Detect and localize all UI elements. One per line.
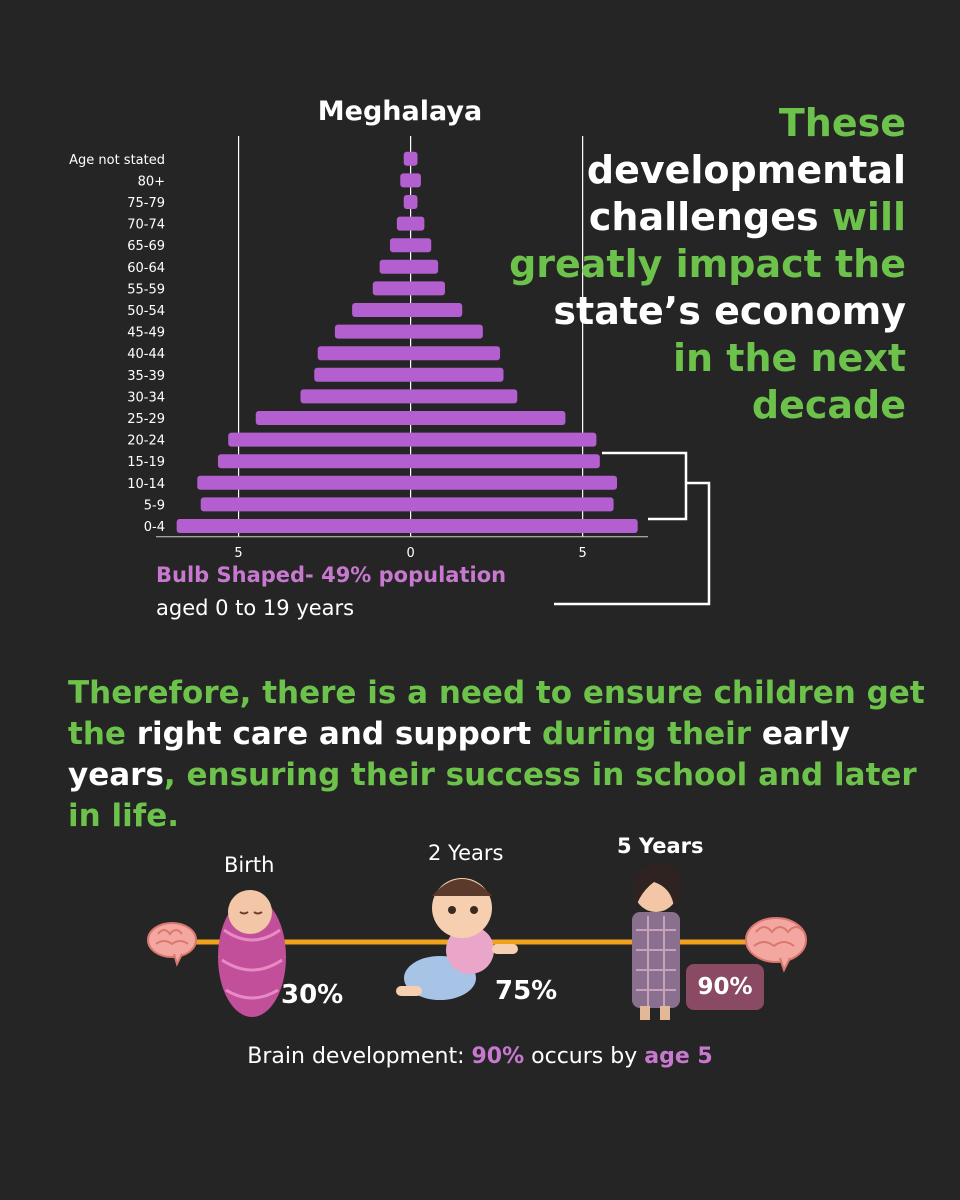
y-tick-label: 20-24 xyxy=(127,434,165,449)
pyramid-bar xyxy=(200,497,614,512)
footer-prefix: Brain development: xyxy=(247,1044,472,1069)
pyramid-bar xyxy=(403,195,418,209)
pyramid-bar xyxy=(396,216,425,231)
headline-part: will greatly impact the xyxy=(509,195,906,286)
stage-label-5-years: 5 Years xyxy=(617,834,704,858)
y-tick-label: 40-44 xyxy=(127,347,165,362)
paragraph-part: , ensuring their success in school and l… xyxy=(68,757,917,834)
footer-highlight-age5: age 5 xyxy=(644,1044,713,1069)
swaddled-baby-icon xyxy=(218,890,286,1017)
bracket-line-bulb xyxy=(554,481,711,606)
pyramid-bar xyxy=(255,411,566,425)
y-tick-label: 0-4 xyxy=(144,520,165,535)
stage-percent-5-years-badge: 90% xyxy=(686,964,764,1010)
footer-middle: occurs by xyxy=(524,1044,645,1069)
paragraph-part: Therefore, there is a need to ensure chi… xyxy=(68,675,925,752)
pyramid-bar xyxy=(379,259,439,274)
pyramid-bar xyxy=(197,475,618,490)
chart-title: Meghalaya xyxy=(317,96,483,127)
headline-part: developmental challenges xyxy=(586,148,906,239)
stage-percent-2-years: 75% xyxy=(495,976,558,1006)
footer-caption: Brain development: 90% occurs by age 5 xyxy=(0,1044,960,1069)
bracket-line-15-19 xyxy=(602,451,688,521)
y-tick-label: 5-9 xyxy=(144,498,165,513)
y-tick-label: 25-29 xyxy=(127,412,165,427)
pyramid-bar xyxy=(403,151,418,166)
annotation-title: Bulb Shaped- 49% population xyxy=(156,563,507,587)
headline-part: These xyxy=(778,101,906,145)
y-tick-label: 35-39 xyxy=(127,369,165,384)
y-tick-label: 70-74 xyxy=(127,218,165,233)
pyramid-bar xyxy=(217,454,600,469)
x-tick-label: 0 xyxy=(406,546,414,561)
paragraph-part: right care and support xyxy=(136,716,542,752)
x-tick-label: 5 xyxy=(234,546,242,561)
stage-label-birth: Birth xyxy=(224,853,275,877)
brain-icon xyxy=(147,922,197,967)
y-tick-label: Age not stated xyxy=(69,153,165,168)
pyramid-bar xyxy=(372,281,446,296)
y-tick-label: 75-79 xyxy=(127,196,165,211)
annotation-subtitle: aged 0 to 19 years xyxy=(156,596,355,620)
headline-part: state’s economy xyxy=(553,289,906,333)
pyramid-bar xyxy=(317,346,501,361)
pyramid-bar xyxy=(228,432,597,447)
crawling-toddler-icon xyxy=(396,878,518,1000)
pyramid-bar xyxy=(389,238,432,253)
y-tick-label: 30-34 xyxy=(127,390,165,405)
pyramid-bar xyxy=(176,519,638,533)
pyramid-bar xyxy=(314,367,504,382)
main-paragraph: Therefore, there is a need to ensure chi… xyxy=(68,673,928,837)
headline-part: in the next decade xyxy=(672,336,906,427)
pyramid-bar xyxy=(400,173,421,188)
stage-label-2-years: 2 Years xyxy=(428,841,504,865)
standing-girl-icon xyxy=(632,864,681,1020)
stage-percent-birth: 30% xyxy=(281,980,344,1010)
y-tick-label: 15-19 xyxy=(127,455,165,470)
headline: These developmental challenges will grea… xyxy=(506,100,906,429)
y-tick-label: 55-59 xyxy=(127,282,165,297)
y-tick-label: 60-64 xyxy=(127,261,165,276)
y-tick-label: 80+ xyxy=(138,174,165,189)
footer-highlight-90: 90% xyxy=(471,1044,525,1069)
x-tick-label: 5 xyxy=(578,546,586,561)
pyramid-bar xyxy=(334,324,483,339)
y-tick-label: 50-54 xyxy=(127,304,165,319)
y-tick-label: 10-14 xyxy=(127,477,165,492)
paragraph-part: during their xyxy=(541,716,762,752)
pyramid-bar xyxy=(300,389,518,404)
y-tick-label: 45-49 xyxy=(127,326,165,341)
y-tick-label: 65-69 xyxy=(127,239,165,254)
pyramid-bar xyxy=(352,303,463,317)
paragraph-part: early years xyxy=(68,716,850,793)
brain-icon xyxy=(745,917,807,973)
